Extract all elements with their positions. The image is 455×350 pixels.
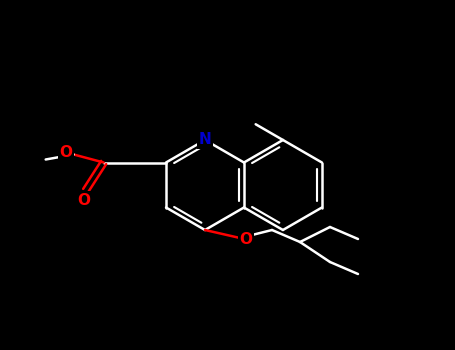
Text: O: O [59,145,72,160]
Text: N: N [199,133,212,147]
Text: O: O [77,193,90,208]
Text: O: O [239,232,253,247]
